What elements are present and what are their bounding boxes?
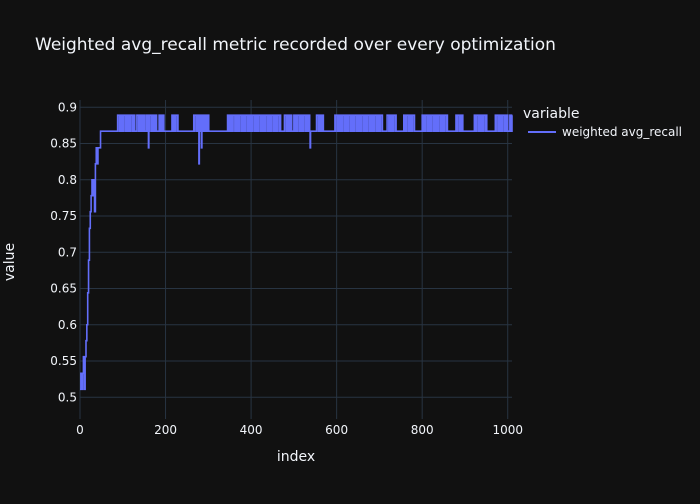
x-tick-label: 0: [76, 423, 84, 437]
chart-title: Weighted avg_recall metric recorded over…: [35, 35, 556, 55]
x-axis-label: index: [277, 449, 315, 465]
y-tick-label: 0.85: [50, 137, 77, 151]
legend: variable weighted avg_recall: [523, 106, 682, 139]
y-axis-label: value: [2, 243, 18, 281]
y-tick-label: 0.7: [58, 245, 77, 259]
grid-layer: [79, 100, 512, 419]
y-tick-label: 0.65: [50, 282, 77, 296]
y-tick-label: 0.75: [50, 209, 77, 223]
x-tick-label: 400: [240, 423, 263, 437]
x-tick-label: 800: [411, 423, 434, 437]
legend-entry-label: weighted avg_recall: [562, 125, 682, 139]
y-tick-label: 0.8: [58, 173, 77, 187]
y-tick-label: 0.5: [58, 390, 77, 404]
x-tick-label: 200: [154, 423, 177, 437]
y-tick-label: 0.9: [58, 100, 77, 114]
series-layer: [80, 114, 513, 391]
x-tick-label: 600: [325, 423, 348, 437]
tick-layer: 0.5 0.55 0.6 0.65 0.7 0.75 0.8 0.85 0.9 0 200 400 60…: [50, 100, 523, 437]
y-tick-label: 0.55: [50, 354, 77, 368]
x-tick-label: 1000: [492, 423, 523, 437]
series-line-weighted-avg-recall: [80, 114, 513, 391]
y-tick-label: 0.6: [58, 318, 77, 332]
legend-title: variable: [523, 106, 579, 122]
